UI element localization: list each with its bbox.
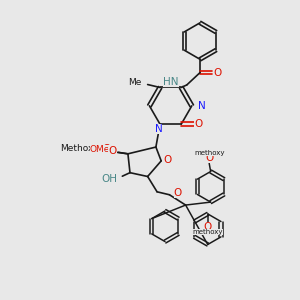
Text: O: O (205, 153, 213, 163)
Text: O: O (204, 222, 212, 232)
Text: N: N (198, 101, 206, 111)
Text: Methoxy: Methoxy (60, 144, 99, 153)
Text: methoxy: methoxy (194, 150, 224, 156)
Text: methoxy: methoxy (193, 229, 223, 235)
Text: O: O (164, 155, 172, 165)
Text: O: O (109, 146, 117, 157)
Text: O: O (174, 188, 182, 198)
Text: OMe: OMe (90, 145, 110, 154)
Text: O: O (194, 119, 203, 129)
Text: HN: HN (163, 77, 178, 87)
Text: O: O (214, 68, 222, 78)
Text: OH: OH (101, 174, 117, 184)
Text: O: O (103, 144, 111, 154)
Text: Me: Me (128, 78, 141, 87)
Text: N: N (155, 124, 162, 134)
